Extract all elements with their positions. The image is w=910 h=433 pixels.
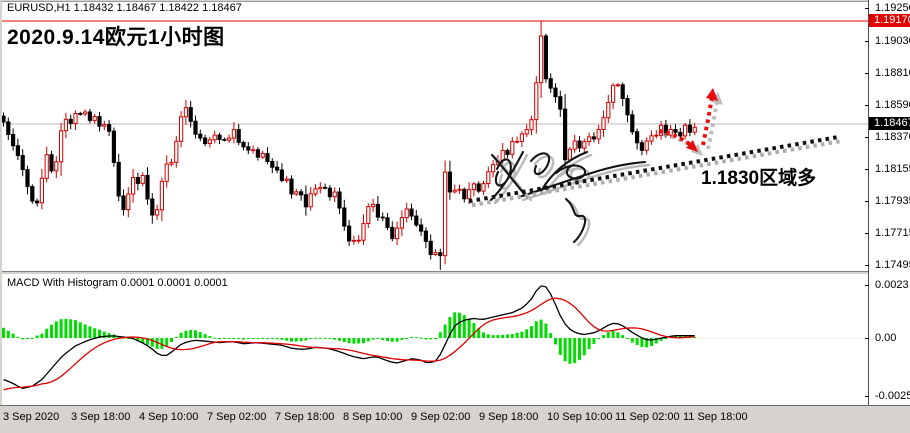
price-axis-label: 1.19030: [875, 35, 910, 47]
time-axis-label: 8 Sep 10:00: [343, 411, 403, 423]
price-chart-panel[interactable]: [2, 1, 868, 272]
macd-panel[interactable]: [2, 274, 868, 405]
chart-title-overlay: 2020.9.14欧元1小时图: [7, 26, 225, 49]
price-axis-tick: [865, 73, 869, 74]
time-axis-label: 10 Sep 10:00: [547, 411, 613, 423]
symbol-quote-line: EURUSD,H1 1.18432 1.18467 1.18422 1.1846…: [7, 2, 242, 14]
price-axis-tick: [865, 41, 869, 42]
indicator-label: MACD With Histogram 0.0001 0.0001 0.0001: [7, 277, 228, 289]
watermark-signature: [489, 150, 647, 244]
macd-line: [3, 285, 695, 390]
time-axis-label: 7 Sep 18:00: [275, 411, 335, 423]
price-chart[interactable]: [2, 2, 868, 272]
price-axis-tick: [865, 105, 869, 106]
bounce-arrow: [658, 88, 718, 152]
price-axis-label: 1.19250: [875, 2, 910, 14]
time-axis-label: 11 Sep 18:00: [683, 411, 748, 423]
price-axis-tick: [865, 8, 869, 9]
time-axis-label: 3 Sep 18:00: [71, 411, 131, 423]
macd-axis-tick: [865, 285, 869, 286]
time-axis-label: 4 Sep 10:00: [139, 411, 199, 423]
support-trendline[interactable]: [468, 135, 839, 204]
price-axis-label: 1.17715: [875, 227, 910, 239]
price-axis-tick: [865, 169, 869, 170]
price-axis-tick: [865, 137, 869, 138]
price-axis-tick: [865, 201, 869, 202]
time-axis-label: 11 Sep 02:00: [615, 411, 680, 423]
current-price-badge: 1.18467: [869, 117, 910, 130]
macd-axis-label: 0.00: [875, 332, 897, 344]
time-axis-label: 9 Sep 02:00: [411, 411, 471, 423]
price-axis-label: 1.18155: [875, 163, 910, 175]
price-axis-tick: [865, 233, 869, 234]
macd-axis-label: -0.0025: [875, 390, 910, 402]
time-axis-label: 9 Sep 18:00: [479, 411, 539, 423]
time-axis-label: 3 Sep 2020: [3, 411, 60, 423]
price-axis-label: 1.18810: [875, 67, 910, 79]
macd-axis-label: 0.0023: [875, 279, 909, 291]
price-axis-label: 1.18370: [875, 131, 910, 143]
macd-axis-tick: [865, 338, 869, 339]
price-axis-label: 1.17495: [875, 259, 910, 271]
time-axis-label: 7 Sep 02:00: [207, 411, 267, 423]
chart-background: [2, 2, 868, 272]
price-axis[interactable]: 1.19250 1.19030 1.18810 1.18590 1.18370 1.181…: [865, 0, 910, 405]
price-axis-label: 1.17935: [875, 195, 910, 207]
zone-annotation-label: 1.1830区域多: [701, 168, 817, 189]
price-axis-label: 1.18590: [875, 99, 910, 111]
candles[interactable]: [2, 20, 697, 271]
high-level-price-badge: 1.19170: [869, 14, 910, 27]
macd-histogram: [2, 312, 697, 364]
price-axis-tick: [865, 265, 869, 266]
macd-chart[interactable]: [2, 274, 868, 405]
time-axis[interactable]: 3 Sep 2020 3 Sep 18:00 4 Sep 10:00 7 Sep 02…: [0, 405, 910, 433]
signal-line: [3, 297, 695, 391]
macd-axis-tick: [865, 396, 869, 397]
trendline-shadow: [471, 139, 842, 208]
